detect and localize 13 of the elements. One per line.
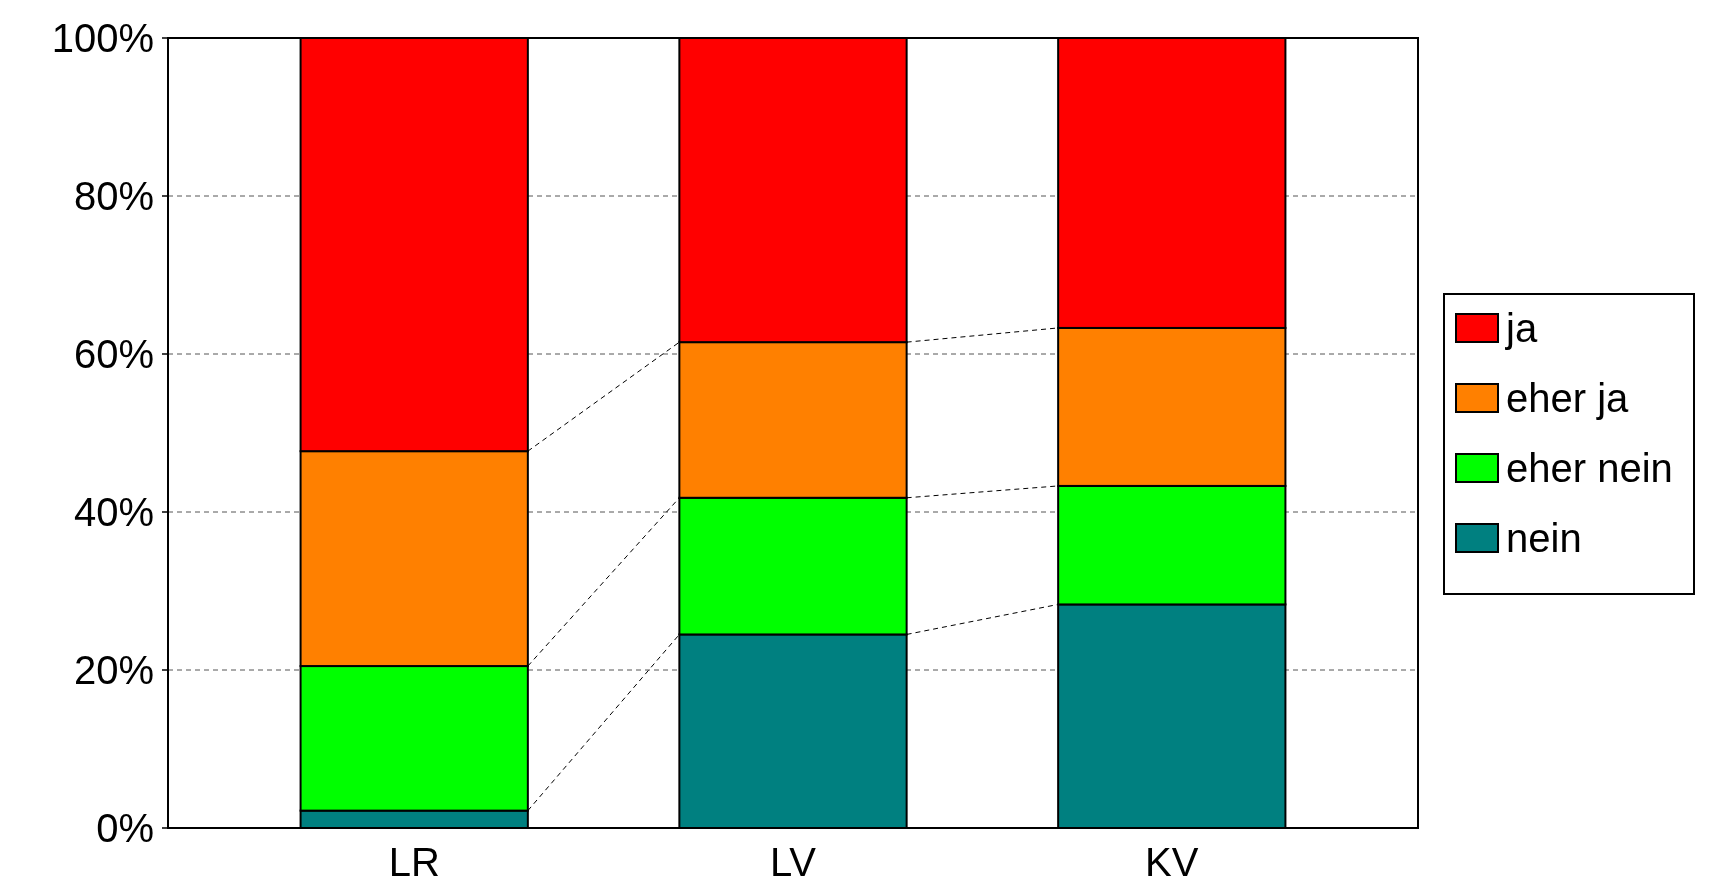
x-tick-label: LV bbox=[770, 840, 817, 884]
y-tick-label: 60% bbox=[73, 332, 154, 376]
legend-label: nein bbox=[1506, 516, 1582, 560]
y-tick-label: 40% bbox=[73, 490, 154, 534]
y-tick-label: 0% bbox=[96, 806, 154, 850]
x-tick-label: LR bbox=[388, 840, 440, 884]
y-tick-label: 20% bbox=[73, 648, 154, 692]
legend-label: ja bbox=[1505, 306, 1538, 350]
x-tick-label: KV bbox=[1145, 840, 1199, 884]
y-tick-label: 80% bbox=[73, 174, 154, 218]
legend-label: eher nein bbox=[1506, 446, 1673, 490]
legend-label: eher ja bbox=[1506, 376, 1630, 420]
y-tick-label: 100% bbox=[51, 16, 154, 60]
